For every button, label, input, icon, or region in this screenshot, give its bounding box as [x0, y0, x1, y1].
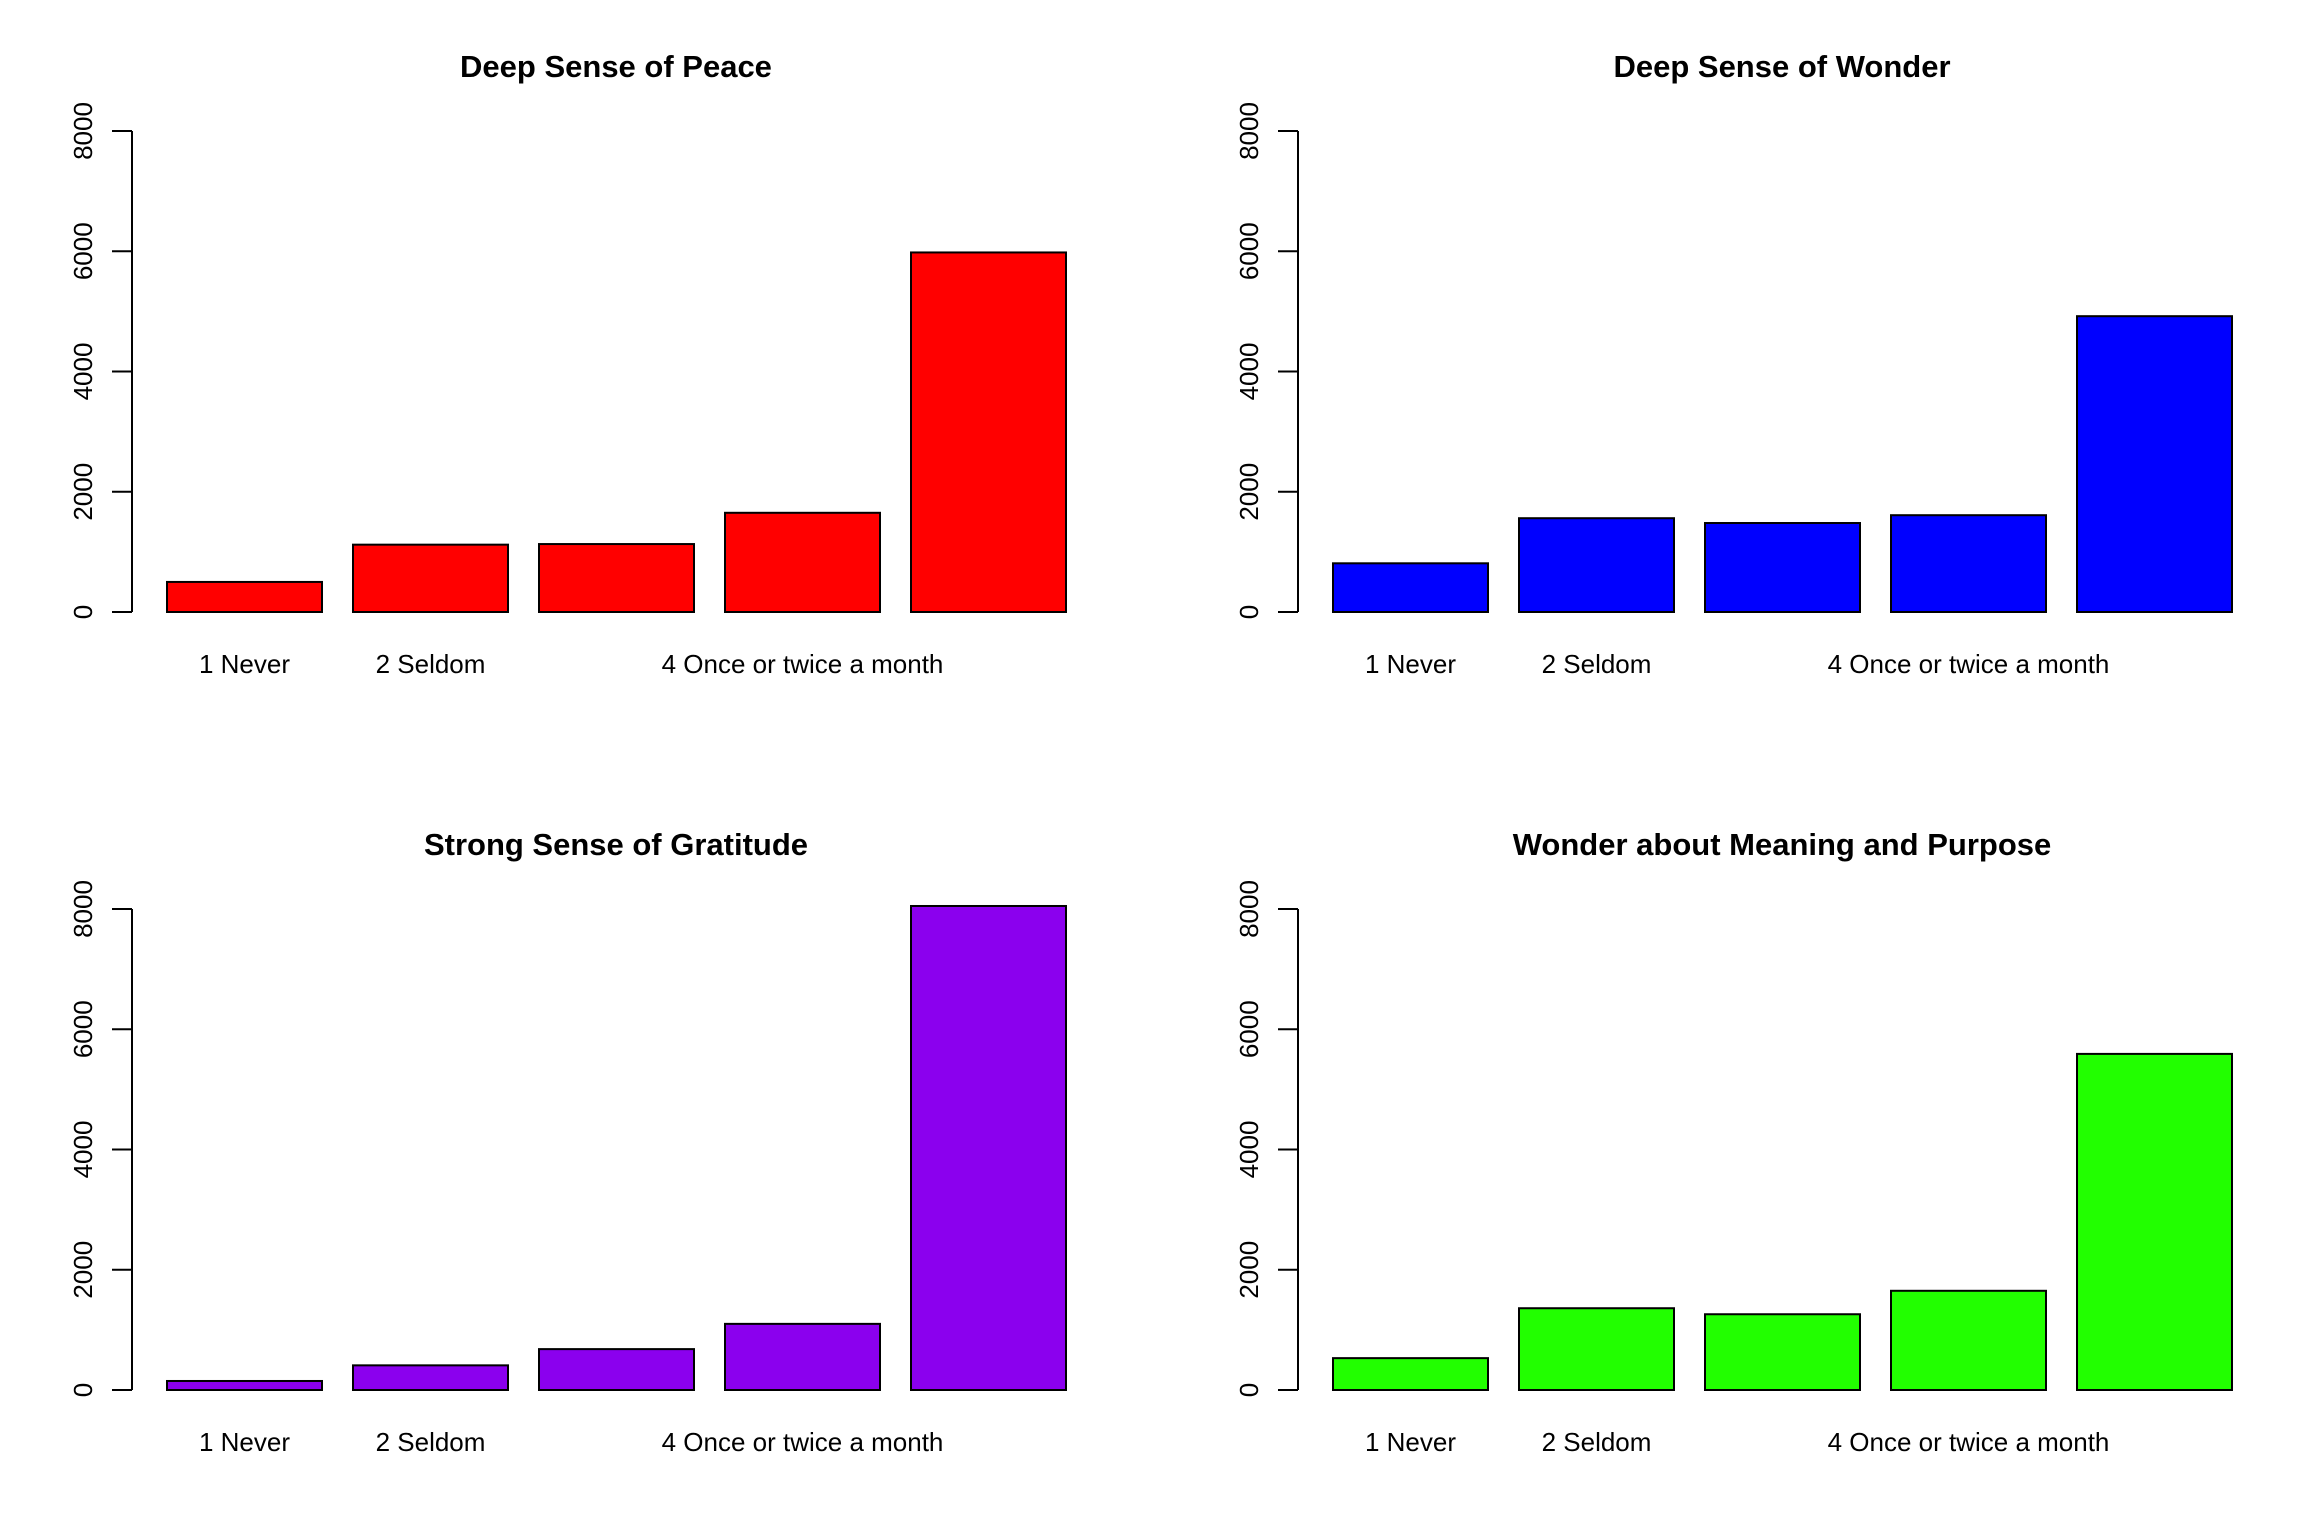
- bar-2: [1518, 1307, 1675, 1391]
- bar-2: [1518, 517, 1675, 614]
- y-tick-label: 8000: [68, 880, 98, 938]
- y-tick-label: 8000: [1234, 102, 1264, 160]
- y-tick-label: 6000: [1234, 222, 1264, 280]
- y-tick-label: 0: [68, 605, 98, 619]
- bar-1: [166, 580, 323, 613]
- x-tick-label: 2 Seldom: [376, 649, 486, 679]
- bar-3: [1704, 1313, 1861, 1391]
- bar-4: [1890, 514, 2047, 613]
- chart-panel-2: Deep Sense of Wonder 0 2000 4000 6000 8000 1 N…: [1234, 49, 2233, 679]
- bar-3: [538, 543, 695, 614]
- bar-1: [166, 1379, 323, 1392]
- y-tick-label: 4000: [1234, 343, 1264, 401]
- bar-5: [910, 904, 1067, 1392]
- bar-1: [1332, 1357, 1489, 1391]
- chart-panel-3: Strong Sense of Gratitude 0 2000 4000 6000 80…: [68, 827, 1067, 1457]
- x-tick-label: 1 Never: [1365, 1427, 1456, 1457]
- y-tick-label: 2000: [68, 463, 98, 521]
- y-tick-label: 4000: [68, 1121, 98, 1179]
- x-tick-label: 2 Seldom: [376, 1427, 486, 1457]
- y-tick-label: 6000: [1234, 1000, 1264, 1058]
- x-tick-label: 1 Never: [199, 1427, 290, 1457]
- y-tick-label: 4000: [68, 343, 98, 401]
- chart-panel-4: Wonder about Meaning and Purpose 0 2000 400…: [1234, 827, 2233, 1457]
- bar-5: [2076, 315, 2233, 613]
- x-tick-label: 1 Never: [199, 649, 290, 679]
- bar-4: [1890, 1289, 2047, 1392]
- chart-title: Deep Sense of Peace: [460, 49, 772, 84]
- bar-3: [1704, 522, 1861, 614]
- y-tick-label: 6000: [68, 222, 98, 280]
- bar-4: [724, 1322, 881, 1391]
- y-tick-label: 6000: [68, 1000, 98, 1058]
- bar-1: [1332, 562, 1489, 614]
- chart-panel-1: Deep Sense of Peace 0 2000 4000 6000 8000 1 Ne…: [68, 49, 1067, 679]
- y-tick-label: 0: [1234, 1383, 1264, 1397]
- bar-5: [910, 251, 1067, 613]
- bar-4: [724, 511, 881, 614]
- x-tick-label: 2 Seldom: [1542, 649, 1652, 679]
- x-tick-label: 4 Once or twice a month: [1828, 649, 2110, 679]
- bar-2: [352, 1364, 509, 1392]
- x-tick-label: 4 Once or twice a month: [662, 649, 944, 679]
- x-tick-label: 2 Seldom: [1542, 1427, 1652, 1457]
- y-tick-label: 8000: [68, 102, 98, 160]
- y-tick-label: 8000: [1234, 880, 1264, 938]
- x-tick-label: 1 Never: [1365, 649, 1456, 679]
- y-tick-label: 0: [1234, 605, 1264, 619]
- chart-title: Deep Sense of Wonder: [1613, 49, 1950, 84]
- x-tick-label: 4 Once or twice a month: [662, 1427, 944, 1457]
- y-tick-label: 4000: [1234, 1121, 1264, 1179]
- y-tick-label: 2000: [68, 1241, 98, 1299]
- y-tick-label: 2000: [1234, 463, 1264, 521]
- chart-title: Strong Sense of Gratitude: [424, 827, 808, 862]
- bar-2: [352, 543, 509, 613]
- chart-title: Wonder about Meaning and Purpose: [1513, 827, 2052, 862]
- x-tick-label: 4 Once or twice a month: [1828, 1427, 2110, 1457]
- bar-5: [2076, 1052, 2233, 1391]
- y-tick-label: 2000: [1234, 1241, 1264, 1299]
- y-tick-label: 0: [68, 1383, 98, 1397]
- bar-3: [538, 1348, 695, 1391]
